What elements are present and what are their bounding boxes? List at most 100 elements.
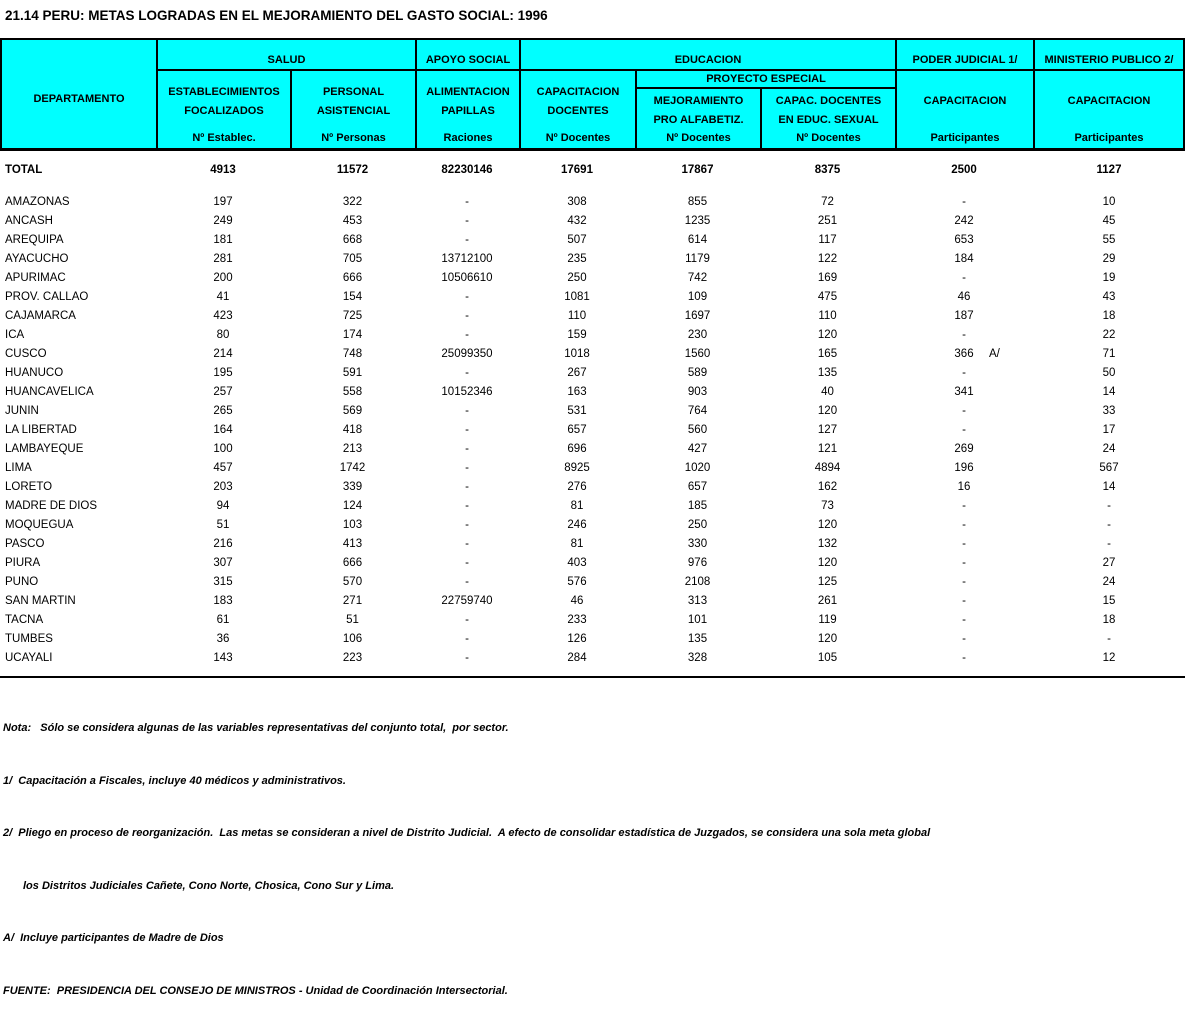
value-cell-ministerio-publico: - (1107, 518, 1111, 531)
value-cell-personal: 748 (342, 347, 363, 360)
value-cell-educ-sexual: 105 (817, 651, 838, 664)
value-cell-capacitacion-docentes: 110 (567, 309, 587, 322)
value-cell-raciones: - (465, 499, 469, 512)
value-cell-mejoramiento: 135 (687, 632, 708, 645)
value-cell-personal: 705 (342, 252, 363, 265)
table-row: SAN MARTIN 183 271 22759740 46 313 261 -… (0, 591, 1185, 610)
value-cell-educ-sexual: 120 (817, 328, 838, 341)
value-cell-mejoramiento: 330 (687, 537, 708, 550)
value-cell-establecimientos: 94 (216, 499, 230, 512)
value-cell-establecimientos: 181 (213, 233, 233, 246)
value-cell-mejoramiento: 589 (687, 366, 708, 379)
value-cell-raciones: - (465, 575, 469, 588)
value-cell-ministerio-publico: 567 (1099, 461, 1119, 474)
header-col-capacitacion-judicial: CAPACITACION Participantes (897, 71, 1033, 148)
value-cell-poder-judicial: - (962, 423, 966, 436)
value-cell-mejoramiento: 903 (687, 385, 708, 398)
value-cell-raciones: - (465, 632, 469, 645)
cell-flag-annotation: A/ (989, 347, 1000, 360)
department-cell: PUNO (5, 575, 39, 588)
value-cell-mejoramiento: 250 (687, 518, 708, 531)
value-cell-personal: 339 (342, 480, 363, 493)
value-cell-mejoramiento: 1697 (684, 309, 711, 322)
table-row: CUSCO 214 748 25099350 1018 1560 165 366… (0, 344, 1185, 363)
value-cell-ministerio-publico: 55 (1102, 233, 1116, 246)
value-cell-mejoramiento: 2108 (684, 575, 711, 588)
department-cell: HUANCAVELICA (5, 385, 94, 398)
value-cell-mejoramiento: 742 (687, 271, 708, 284)
department-cell: UCAYALI (5, 651, 53, 664)
value-cell-mejoramiento: 1560 (684, 347, 711, 360)
value-cell-educ-sexual: 110 (818, 309, 837, 322)
table-row: AREQUIPA 181 668 - 507 614 117 653 55 (0, 230, 1185, 249)
col-unit: Nº Docentes (545, 132, 611, 144)
value-cell-establecimientos: 51 (216, 518, 230, 531)
value-cell-raciones: - (465, 290, 469, 303)
value-cell-poder-judicial: - (962, 556, 966, 569)
value-cell-personal: 271 (342, 594, 363, 607)
value-cell-educ-sexual: 127 (817, 423, 838, 436)
value-cell-establecimientos: 164 (213, 423, 233, 436)
value-cell-personal: 570 (342, 575, 363, 588)
table-row: CAJAMARCA 423 725 - 110 1697 110 187 18 (0, 306, 1185, 325)
value-cell-capacitacion-docentes: 233 (567, 613, 587, 626)
value-cell-personal: 418 (342, 423, 363, 436)
value-cell-educ-sexual: 121 (817, 442, 838, 455)
value-cell-raciones: - (465, 309, 469, 322)
value-cell-capacitacion-docentes: 432 (567, 214, 587, 227)
col-label-line2: DOCENTES (547, 104, 609, 117)
value-cell-educ-sexual: 261 (817, 594, 838, 607)
value-cell-mejoramiento: 764 (687, 404, 708, 417)
value-cell-mejoramiento: 1020 (684, 461, 711, 474)
value-cell-personal: 322 (342, 195, 363, 208)
value-cell-raciones: - (465, 404, 469, 417)
table-row: MOQUEGUA 51 103 - 246 250 120 - - (0, 515, 1185, 534)
value-cell-ministerio-publico: 45 (1102, 214, 1116, 227)
value-cell-educ-sexual: 132 (817, 537, 838, 550)
table-row: LORETO 203 339 - 276 657 162 16 14 (0, 477, 1185, 496)
department-cell: CAJAMARCA (5, 309, 76, 322)
value-cell-capacitacion-docentes: 246 (567, 518, 587, 531)
value-cell-ministerio-publico: 15 (1102, 594, 1116, 607)
value-cell-educ-sexual: 475 (817, 290, 838, 303)
value-cell-poder-judicial: - (962, 404, 966, 417)
value-cell-raciones: - (465, 651, 469, 664)
value-cell-educ-sexual: 72 (821, 195, 834, 208)
header-group-educacion: EDUCACION CAPACITACION DOCENTES Nº Docen… (521, 40, 897, 148)
value-cell-poder-judicial: - (962, 575, 966, 588)
value-cell-capacitacion-docentes: 531 (567, 404, 587, 417)
value-cell-educ-sexual: 120 (817, 404, 838, 417)
page-title: 21.14 PERU: METAS LOGRADAS EN EL MEJORAM… (5, 8, 548, 23)
value-cell-establecimientos: 307 (213, 556, 233, 569)
table-row: TOTAL 4913 11572 82230146 17691 17867 83… (0, 160, 1185, 180)
col-label-line1: ALIMENTACION (426, 85, 510, 98)
group-title-salud: SALUD (158, 40, 415, 71)
value-cell-educ-sexual: 8375 (814, 164, 841, 176)
table-row: AMAZONAS 197 322 - 308 855 72 - 10 (0, 192, 1185, 211)
table-row: LAMBAYEQUE 100 213 - 696 427 121 269 24 (0, 439, 1185, 458)
table-row: LA LIBERTAD 164 418 - 657 560 127 - 17 (0, 420, 1185, 439)
value-cell-establecimientos: 41 (216, 290, 230, 303)
value-cell-educ-sexual: 135 (817, 366, 838, 379)
table-row: HUANUCO 195 591 - 267 589 135 - 50 (0, 363, 1185, 382)
value-cell-establecimientos: 249 (213, 214, 233, 227)
value-cell-personal: 154 (342, 290, 363, 303)
col-label-line1: CAPACITACION (1067, 95, 1151, 107)
value-cell-ministerio-publico: 29 (1102, 252, 1116, 265)
value-cell-establecimientos: 214 (213, 347, 233, 360)
value-cell-raciones: - (465, 423, 469, 436)
value-cell-educ-sexual: 162 (817, 480, 838, 493)
value-cell-establecimientos: 183 (213, 594, 233, 607)
department-cell: LA LIBERTAD (5, 423, 77, 436)
col-label-line1: PERSONAL (322, 85, 385, 98)
value-cell-capacitacion-docentes: 657 (567, 423, 587, 436)
value-cell-establecimientos: 200 (213, 271, 233, 284)
value-cell-ministerio-publico: 43 (1102, 290, 1116, 303)
value-cell-raciones: - (465, 328, 469, 341)
table-row: LIMA 457 1742 - 8925 1020 4894 196 567 (0, 458, 1185, 477)
value-cell-capacitacion-docentes: 46 (570, 594, 584, 607)
value-cell-personal: 569 (342, 404, 363, 417)
table-row: JUNIN 265 569 - 531 764 120 - 33 (0, 401, 1185, 420)
value-cell-raciones: - (465, 366, 469, 379)
table-body: TOTAL 4913 11572 82230146 17691 17867 83… (0, 151, 1185, 667)
